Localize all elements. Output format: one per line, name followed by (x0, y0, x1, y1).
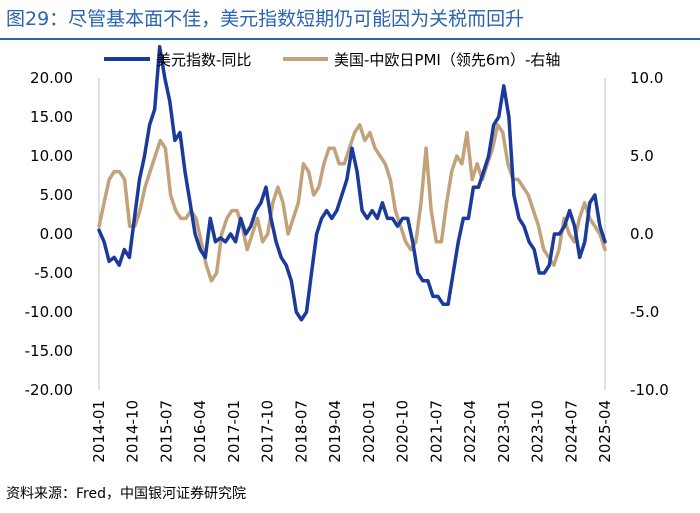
y-right-tick-label: -5.0 (630, 303, 659, 321)
legend-label-pmi: 美国-中欧日PMI（领先6m）-右轴 (334, 51, 560, 69)
x-tick-label: 2017-01 (225, 400, 243, 463)
x-tick-label: 2020-01 (360, 400, 378, 463)
legend-label-dollar-index: 美元指数-同比 (156, 51, 251, 69)
x-tick-label: 2020-10 (394, 400, 412, 463)
y-left-tick-label: 5.00 (40, 186, 73, 204)
chart-legend: 美元指数-同比 美国-中欧日PMI（领先6m）-右轴 (104, 51, 560, 69)
x-tick-label: 2023-01 (495, 400, 513, 463)
y-right-tick-label: 10.0 (630, 69, 663, 87)
series-line-dollar-index (97, 45, 607, 322)
y-left-tick-label: -5.00 (34, 264, 73, 282)
x-tick-label: 2016-04 (191, 400, 209, 463)
series-line-pmi (97, 123, 607, 283)
x-tick-label: 2019-04 (326, 400, 344, 463)
x-tick-label: 2024-07 (562, 400, 580, 463)
chart-axes: 20.00 15.00 10.00 5.00 0.00 -5.00 -10.00 -15.00… (25, 69, 669, 463)
x-tick-label: 2025-04 (596, 400, 614, 463)
y-left-tick-label: -20.00 (25, 381, 73, 399)
source-note: 资料来源：Fred，中国银河证券研究院 (6, 486, 246, 502)
y-left-tick-label: 20.00 (30, 69, 73, 87)
chart-lines (97, 45, 607, 322)
x-tick-label: 2023-10 (529, 400, 547, 463)
x-tick-label: 2014-10 (124, 400, 142, 463)
y-left-tick-label: 10.00 (30, 147, 73, 165)
x-tick-label: 2018-07 (292, 400, 310, 463)
y-left-tick-label: 15.00 (30, 108, 73, 126)
x-tick-label: 2021-07 (427, 400, 445, 463)
y-left-tick-label: 0.00 (40, 225, 73, 243)
x-tick-label: 2022-04 (461, 400, 479, 463)
y-right-tick-label: -10.0 (630, 381, 669, 399)
y-right-tick-label: 5.0 (630, 147, 654, 165)
chart-title: 图29：尽管基本面不佳，美元指数短期仍可能因为关税而回升 (6, 8, 525, 30)
y-left-tick-label: -10.00 (25, 303, 73, 321)
x-tick-label: 2017-10 (259, 400, 277, 463)
y-right-tick-label: 0.0 (630, 225, 654, 243)
x-tick-label: 2015-07 (157, 400, 175, 463)
x-tick-label: 2014-01 (90, 400, 108, 463)
y-left-tick-label: -15.00 (25, 342, 73, 360)
title-rule (0, 38, 700, 40)
